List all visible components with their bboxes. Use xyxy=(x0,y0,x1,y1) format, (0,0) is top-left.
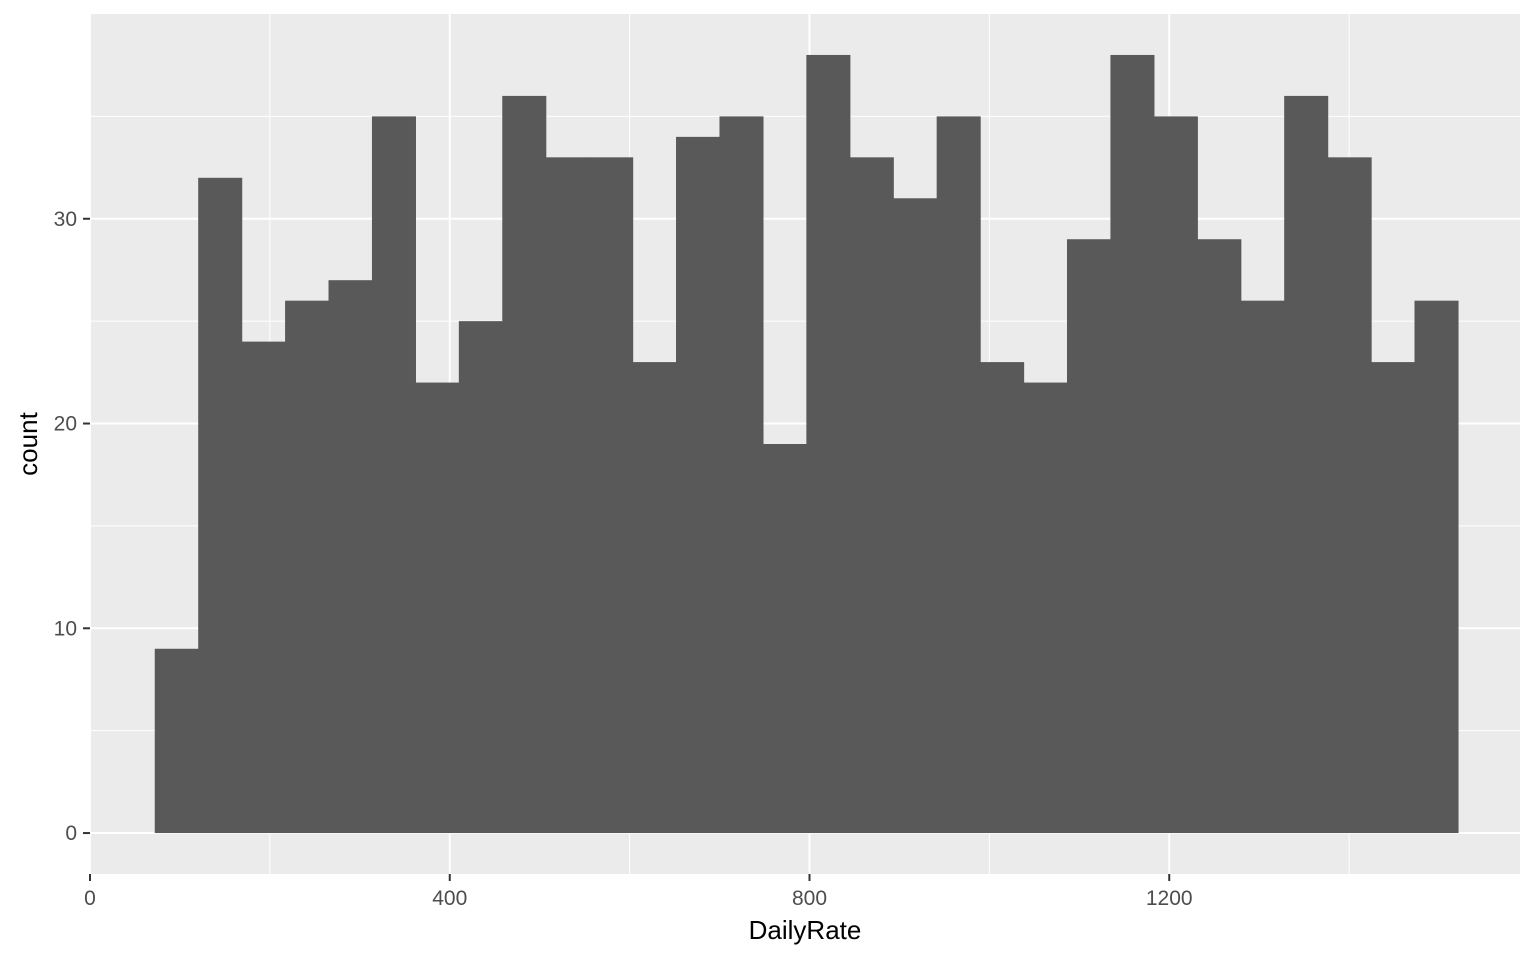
histogram-bar xyxy=(676,136,721,834)
histogram-bar xyxy=(241,341,286,834)
y-axis-title: count xyxy=(13,411,43,475)
histogram-bars xyxy=(154,54,1459,834)
histogram-bar xyxy=(1414,300,1459,834)
histogram-bar xyxy=(936,116,981,834)
histogram-bar xyxy=(893,198,938,834)
histogram-bar xyxy=(1153,116,1198,834)
histogram-bar xyxy=(849,157,894,834)
histogram-bar xyxy=(154,648,199,834)
y-tick-label: 30 xyxy=(54,208,77,231)
x-tick-label: 400 xyxy=(432,887,467,910)
histogram-bar xyxy=(1066,239,1112,834)
x-tick-label: 0 xyxy=(84,887,96,910)
histogram-bar xyxy=(1197,239,1242,834)
histogram-bar xyxy=(415,382,460,834)
y-tick-label: 0 xyxy=(65,822,77,845)
y-axis: 0 10 20 30 xyxy=(54,208,90,845)
x-axis-title: DailyRate xyxy=(749,915,862,945)
histogram-bar xyxy=(1023,382,1068,834)
y-tick-label: 20 xyxy=(54,413,77,436)
histogram-bar xyxy=(328,280,373,834)
histogram-bar xyxy=(1284,95,1329,834)
histogram-bar xyxy=(589,157,634,834)
histogram-bar xyxy=(806,54,851,834)
histogram-bar xyxy=(1371,362,1416,834)
histogram-bar xyxy=(285,300,330,834)
histogram-bar xyxy=(1240,300,1285,834)
histogram-bar xyxy=(632,362,677,834)
histogram-bar xyxy=(458,321,503,834)
x-tick-label: 800 xyxy=(792,887,827,910)
x-axis: 0 400 800 1200 xyxy=(84,874,1193,910)
histogram-bar xyxy=(762,444,807,834)
histogram-bar xyxy=(198,177,243,834)
histogram-bar xyxy=(502,95,547,834)
y-tick-label: 10 xyxy=(54,617,77,640)
histogram-bar xyxy=(719,116,764,834)
x-tick-label: 1200 xyxy=(1146,887,1193,910)
histogram-bar xyxy=(1327,157,1372,834)
histogram-bar xyxy=(545,157,590,834)
histogram-bar xyxy=(1110,54,1155,834)
histogram-bar xyxy=(371,116,416,834)
histogram-bar xyxy=(980,362,1025,834)
